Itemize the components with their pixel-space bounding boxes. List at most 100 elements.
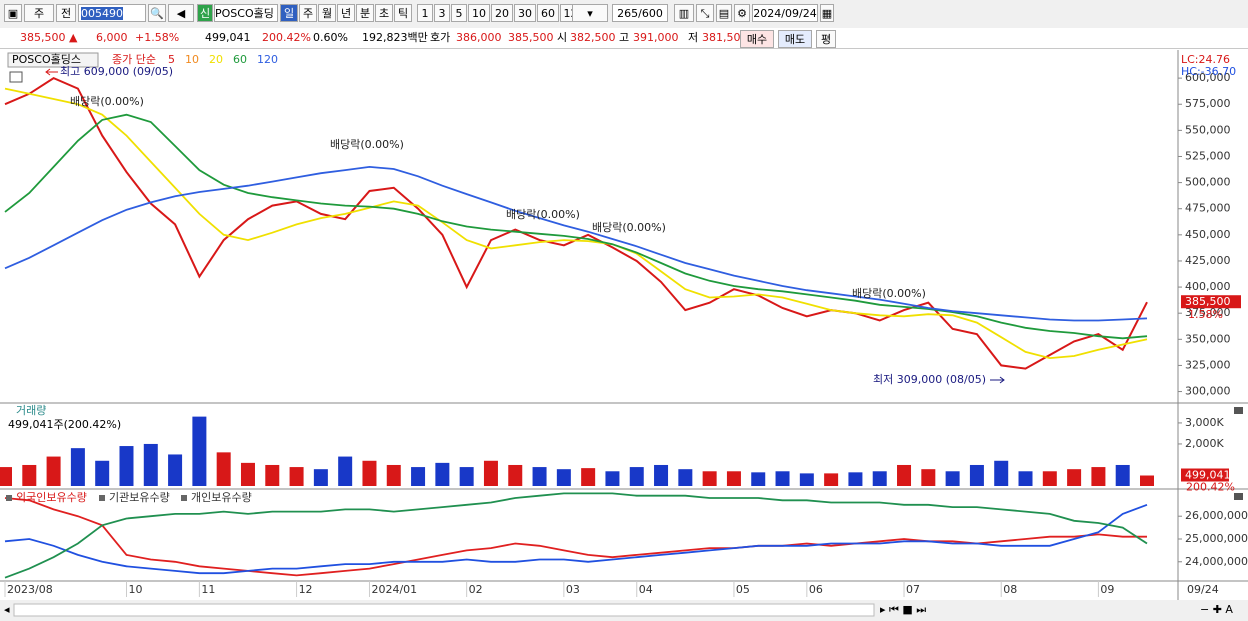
- low: 381,500: [702, 31, 748, 44]
- settings-button[interactable]: ⚙: [734, 4, 750, 22]
- hc-label: HC:-36.70: [1181, 65, 1236, 78]
- x-tick-label: 11: [201, 583, 215, 596]
- interval-button[interactable]: 1: [417, 4, 433, 22]
- series-line: [4, 492, 1148, 579]
- chart-bg: [0, 50, 1248, 601]
- interval-button[interactable]: 3: [434, 4, 450, 22]
- volume-bar: [240, 462, 255, 486]
- volume-bar: [629, 467, 644, 486]
- annotation-arrow: [990, 376, 1005, 384]
- chart: ◂ ▸ ⏮ ■ ⏭ − ✚ A 300,000 325,000 350,000 375…: [0, 50, 1248, 621]
- count-box[interactable]: 265/600: [612, 4, 668, 22]
- save-button[interactable]: ▤: [716, 4, 732, 22]
- volume-bar: [435, 462, 450, 486]
- sound-button[interactable]: ◀: [168, 4, 194, 22]
- sell-button[interactable]: 매도: [778, 30, 812, 48]
- series-line: [4, 113, 1148, 340]
- period-button[interactable]: 분: [356, 4, 374, 22]
- interval-button[interactable]: 60: [537, 4, 559, 22]
- period-button[interactable]: 년: [337, 4, 355, 22]
- market-select[interactable]: 주: [24, 4, 54, 22]
- x-end-label: 09/24: [1187, 583, 1219, 596]
- change-rate: +1.58%: [135, 31, 180, 44]
- volume-bar: [751, 472, 766, 486]
- change: 6,000: [96, 31, 128, 44]
- price: 385,500 ▲: [20, 31, 78, 44]
- legend-item: 10: [185, 53, 199, 66]
- code-input[interactable]: 005490: [78, 4, 146, 22]
- legend-item: 20: [209, 53, 223, 66]
- layout-button[interactable]: ▣: [4, 4, 22, 22]
- period-button[interactable]: 주: [299, 4, 317, 22]
- legend-swatch: [181, 495, 187, 501]
- avg-button[interactable]: 평: [816, 30, 836, 48]
- last-rate: 1.58%: [1188, 308, 1223, 321]
- volume-bar: [168, 454, 183, 486]
- interval-button[interactable]: 5: [451, 4, 467, 22]
- annotation: 최저 309,000 (08/05): [873, 373, 986, 386]
- bid: 385,500: [508, 31, 554, 44]
- annotation-arrow: [45, 68, 58, 76]
- panel-close[interactable]: [1234, 407, 1243, 414]
- volume-bar: [824, 473, 839, 486]
- annotation: 배당락(0.00%): [506, 208, 580, 221]
- y-tick-label: 325,000: [1185, 358, 1231, 371]
- annotation: 최고 609,000 (09/05): [60, 65, 173, 78]
- scroll-left[interactable]: ◂: [4, 603, 10, 616]
- high-label: 고: [619, 31, 630, 44]
- panel-close[interactable]: [1234, 493, 1243, 500]
- period-button[interactable]: 초: [375, 4, 393, 22]
- volume-bar: [0, 467, 12, 486]
- annotation: 배당락(0.00%): [70, 95, 144, 108]
- volume-bar: [1115, 464, 1130, 486]
- period-button[interactable]: 월: [318, 4, 336, 22]
- badge: 신: [197, 4, 213, 22]
- low-label: 저: [688, 31, 699, 44]
- tool-button[interactable]: ▥: [674, 4, 694, 22]
- title-box: [7, 52, 99, 68]
- x-tick-label: 2024/01: [371, 583, 417, 596]
- legend-item: 개인보유수량: [191, 491, 252, 504]
- volume-bar: [216, 452, 231, 486]
- tool-button[interactable]: ⤡: [696, 4, 714, 22]
- volume: 499,041: [205, 31, 251, 44]
- prev-button[interactable]: 전: [56, 4, 76, 22]
- scroll-track[interactable]: [13, 603, 875, 617]
- interval-button[interactable]: 20: [491, 4, 513, 22]
- y-tick-label: 575,000: [1185, 97, 1231, 110]
- last-price: 385,500: [1185, 295, 1231, 308]
- x-tick-label: 08: [1003, 583, 1017, 596]
- period-button[interactable]: 일: [280, 4, 298, 22]
- x-tick-label: 09: [1100, 583, 1114, 596]
- x-tick-label: 02: [469, 583, 483, 596]
- date-box[interactable]: 2024/09/24: [752, 4, 818, 22]
- chart-title: POSCO홀딩스: [12, 53, 81, 66]
- y-tick-label: 550,000: [1185, 123, 1231, 136]
- interval-select[interactable]: ▾: [572, 4, 608, 22]
- high: 391,000: [633, 31, 679, 44]
- zoom-controls[interactable]: − ✚ A: [1200, 603, 1233, 616]
- legend-swatch: [6, 495, 12, 501]
- scroll-right[interactable]: ▸ ⏮ ■ ⏭: [880, 603, 926, 616]
- volume-bar: [459, 467, 474, 486]
- series-line: [4, 87, 1148, 360]
- legend-item: 5: [168, 53, 175, 66]
- y-tick-label: 24,000,000: [1185, 555, 1248, 568]
- annotation: 배당락(0.00%): [592, 221, 666, 234]
- calendar-button[interactable]: ▦: [820, 4, 834, 22]
- x-tick-label: 03: [566, 583, 580, 596]
- y-tick-label: 350,000: [1185, 332, 1231, 345]
- volume-bar: [1018, 471, 1033, 486]
- turnover: 0.60%: [313, 31, 348, 44]
- volume-bar: [702, 471, 717, 486]
- volume-bar: [483, 460, 498, 486]
- interval-button[interactable]: 30: [514, 4, 536, 22]
- interval-button[interactable]: 10: [468, 4, 490, 22]
- annotation: 배당락(0.00%): [852, 287, 926, 300]
- buy-button[interactable]: 매수: [740, 30, 774, 48]
- y-tick-label: 2,000K: [1185, 437, 1224, 450]
- search-button[interactable]: 🔍: [148, 4, 166, 22]
- period-button[interactable]: 틱: [394, 4, 412, 22]
- volume-bar: [289, 467, 304, 486]
